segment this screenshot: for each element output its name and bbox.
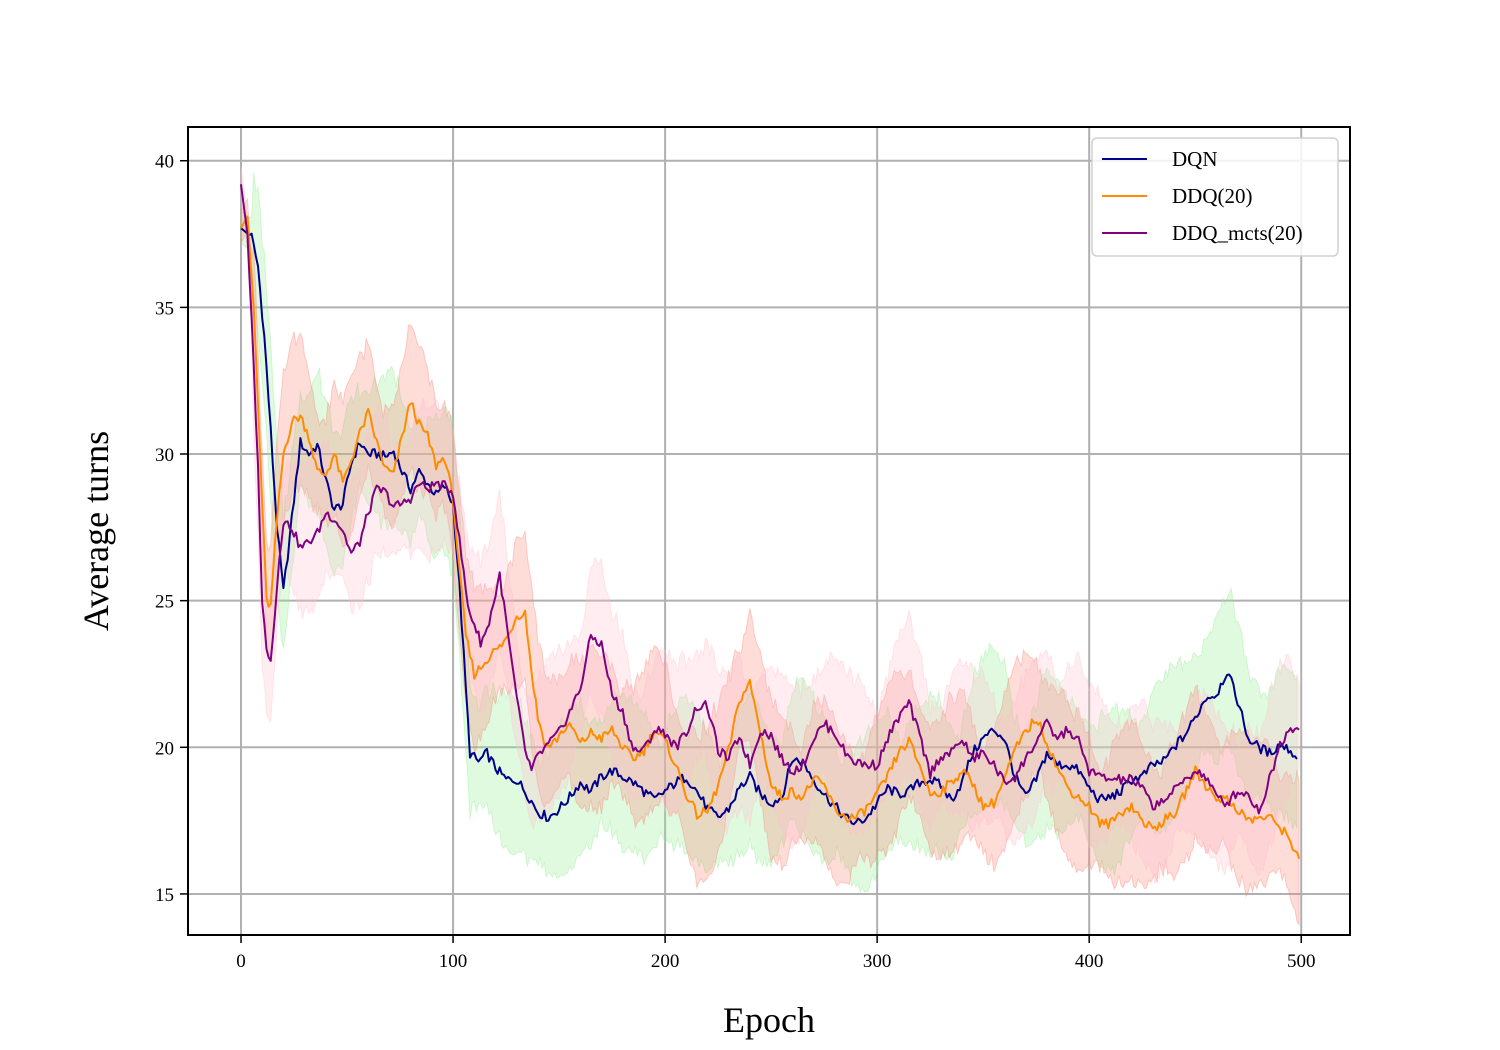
y-tick-label: 20 [155, 738, 174, 759]
band-DQN [240, 172, 1298, 894]
x-tick-label: 500 [1287, 951, 1316, 972]
x-axis-label: Epoch [723, 1000, 815, 1040]
ticks: 0 100 200 300 400 500 15 20 25 30 35 40 [155, 152, 1315, 972]
x-tick-label: 100 [439, 951, 468, 972]
line-DQN [240, 227, 1298, 826]
y-tick-label: 40 [155, 152, 174, 173]
y-tick-label: 25 [155, 592, 174, 613]
legend-label: DQN [1172, 147, 1218, 171]
confidence-bands [240, 166, 1300, 927]
legend: DQN DDQ(20) DDQ_mcts(20) [1091, 137, 1339, 257]
y-tick-label: 15 [155, 885, 174, 906]
legend-label: DDQ_mcts(20) [1172, 221, 1303, 245]
y-axis-label: Average turns [76, 431, 116, 631]
legend-label: DDQ(20) [1172, 184, 1252, 208]
x-tick-label: 400 [1075, 951, 1104, 972]
series-lines [240, 184, 1301, 860]
x-tick-label: 200 [651, 951, 680, 972]
line-DDQ_mcts(20) [240, 184, 1300, 815]
y-tick-label: 35 [155, 298, 174, 319]
x-tick-label: 0 [236, 951, 246, 972]
plot-frame [187, 126, 1351, 936]
x-tick-label: 300 [863, 951, 892, 972]
legend-box [1091, 137, 1339, 257]
line-DDQ(20) [240, 215, 1301, 860]
y-tick-label: 30 [155, 445, 174, 466]
grid [188, 127, 1350, 935]
band-DDQ_mcts(20) [240, 166, 1300, 885]
band-DDQ(20) [240, 197, 1300, 927]
